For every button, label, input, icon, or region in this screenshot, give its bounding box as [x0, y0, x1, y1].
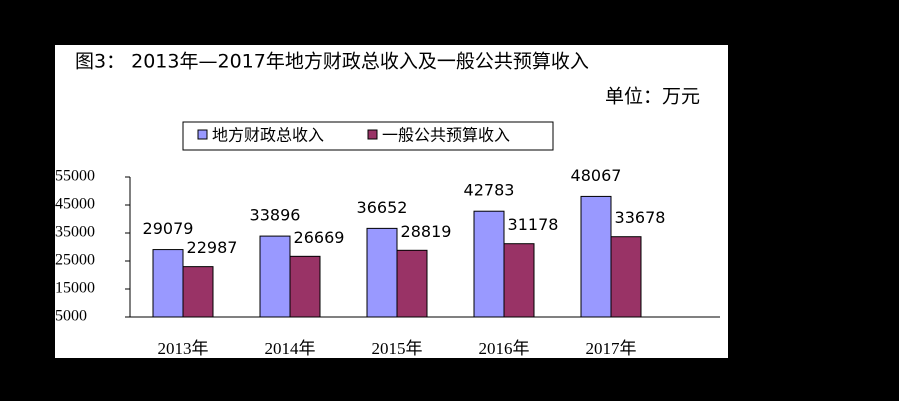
bar — [182, 266, 214, 318]
bar — [152, 249, 184, 318]
bar — [366, 227, 398, 318]
x-tick-label: 2015年 — [372, 339, 423, 358]
x-tick-label: 2016年 — [479, 339, 530, 358]
y-tick-label: 15000 — [55, 280, 95, 297]
x-tick-label: 2014年 — [265, 339, 316, 358]
bar — [289, 255, 321, 318]
value-label: 22987 — [187, 238, 238, 257]
y-tick-label: 55000 — [55, 168, 95, 185]
value-label: 26669 — [294, 228, 345, 247]
legend-label: 一般公共预算收入 — [382, 126, 510, 145]
legend-label: 地方财政总收入 — [212, 126, 324, 145]
legend-swatch — [367, 129, 378, 140]
legend-swatch — [197, 129, 208, 140]
value-label: 42783 — [464, 181, 515, 200]
y-tick-label: 25000 — [55, 252, 95, 269]
y-tick-label: 45000 — [55, 196, 95, 213]
value-label: 33896 — [250, 206, 301, 225]
x-tick-label: 2013年 — [158, 339, 209, 358]
y-tick-label: 35000 — [55, 224, 95, 241]
chart-subtitle: 单位：万元 — [605, 86, 700, 108]
x-tick-label: 2017年 — [586, 339, 637, 358]
bar — [396, 249, 428, 318]
bar — [259, 235, 291, 318]
bar — [503, 243, 535, 318]
bar — [610, 236, 642, 318]
bar — [473, 210, 505, 318]
bar — [580, 195, 612, 318]
value-label: 48067 — [571, 166, 622, 185]
value-label: 36652 — [357, 198, 408, 217]
legend — [182, 121, 554, 151]
value-label: 33678 — [615, 208, 666, 227]
value-label: 28819 — [401, 222, 452, 241]
value-label: 31178 — [508, 215, 559, 234]
value-label: 29079 — [143, 219, 194, 238]
y-tick-label: 5000 — [55, 308, 87, 325]
chart-title: 图3： 2013年—2017年地方财政总收入及一般公共预算收入 — [75, 51, 589, 73]
